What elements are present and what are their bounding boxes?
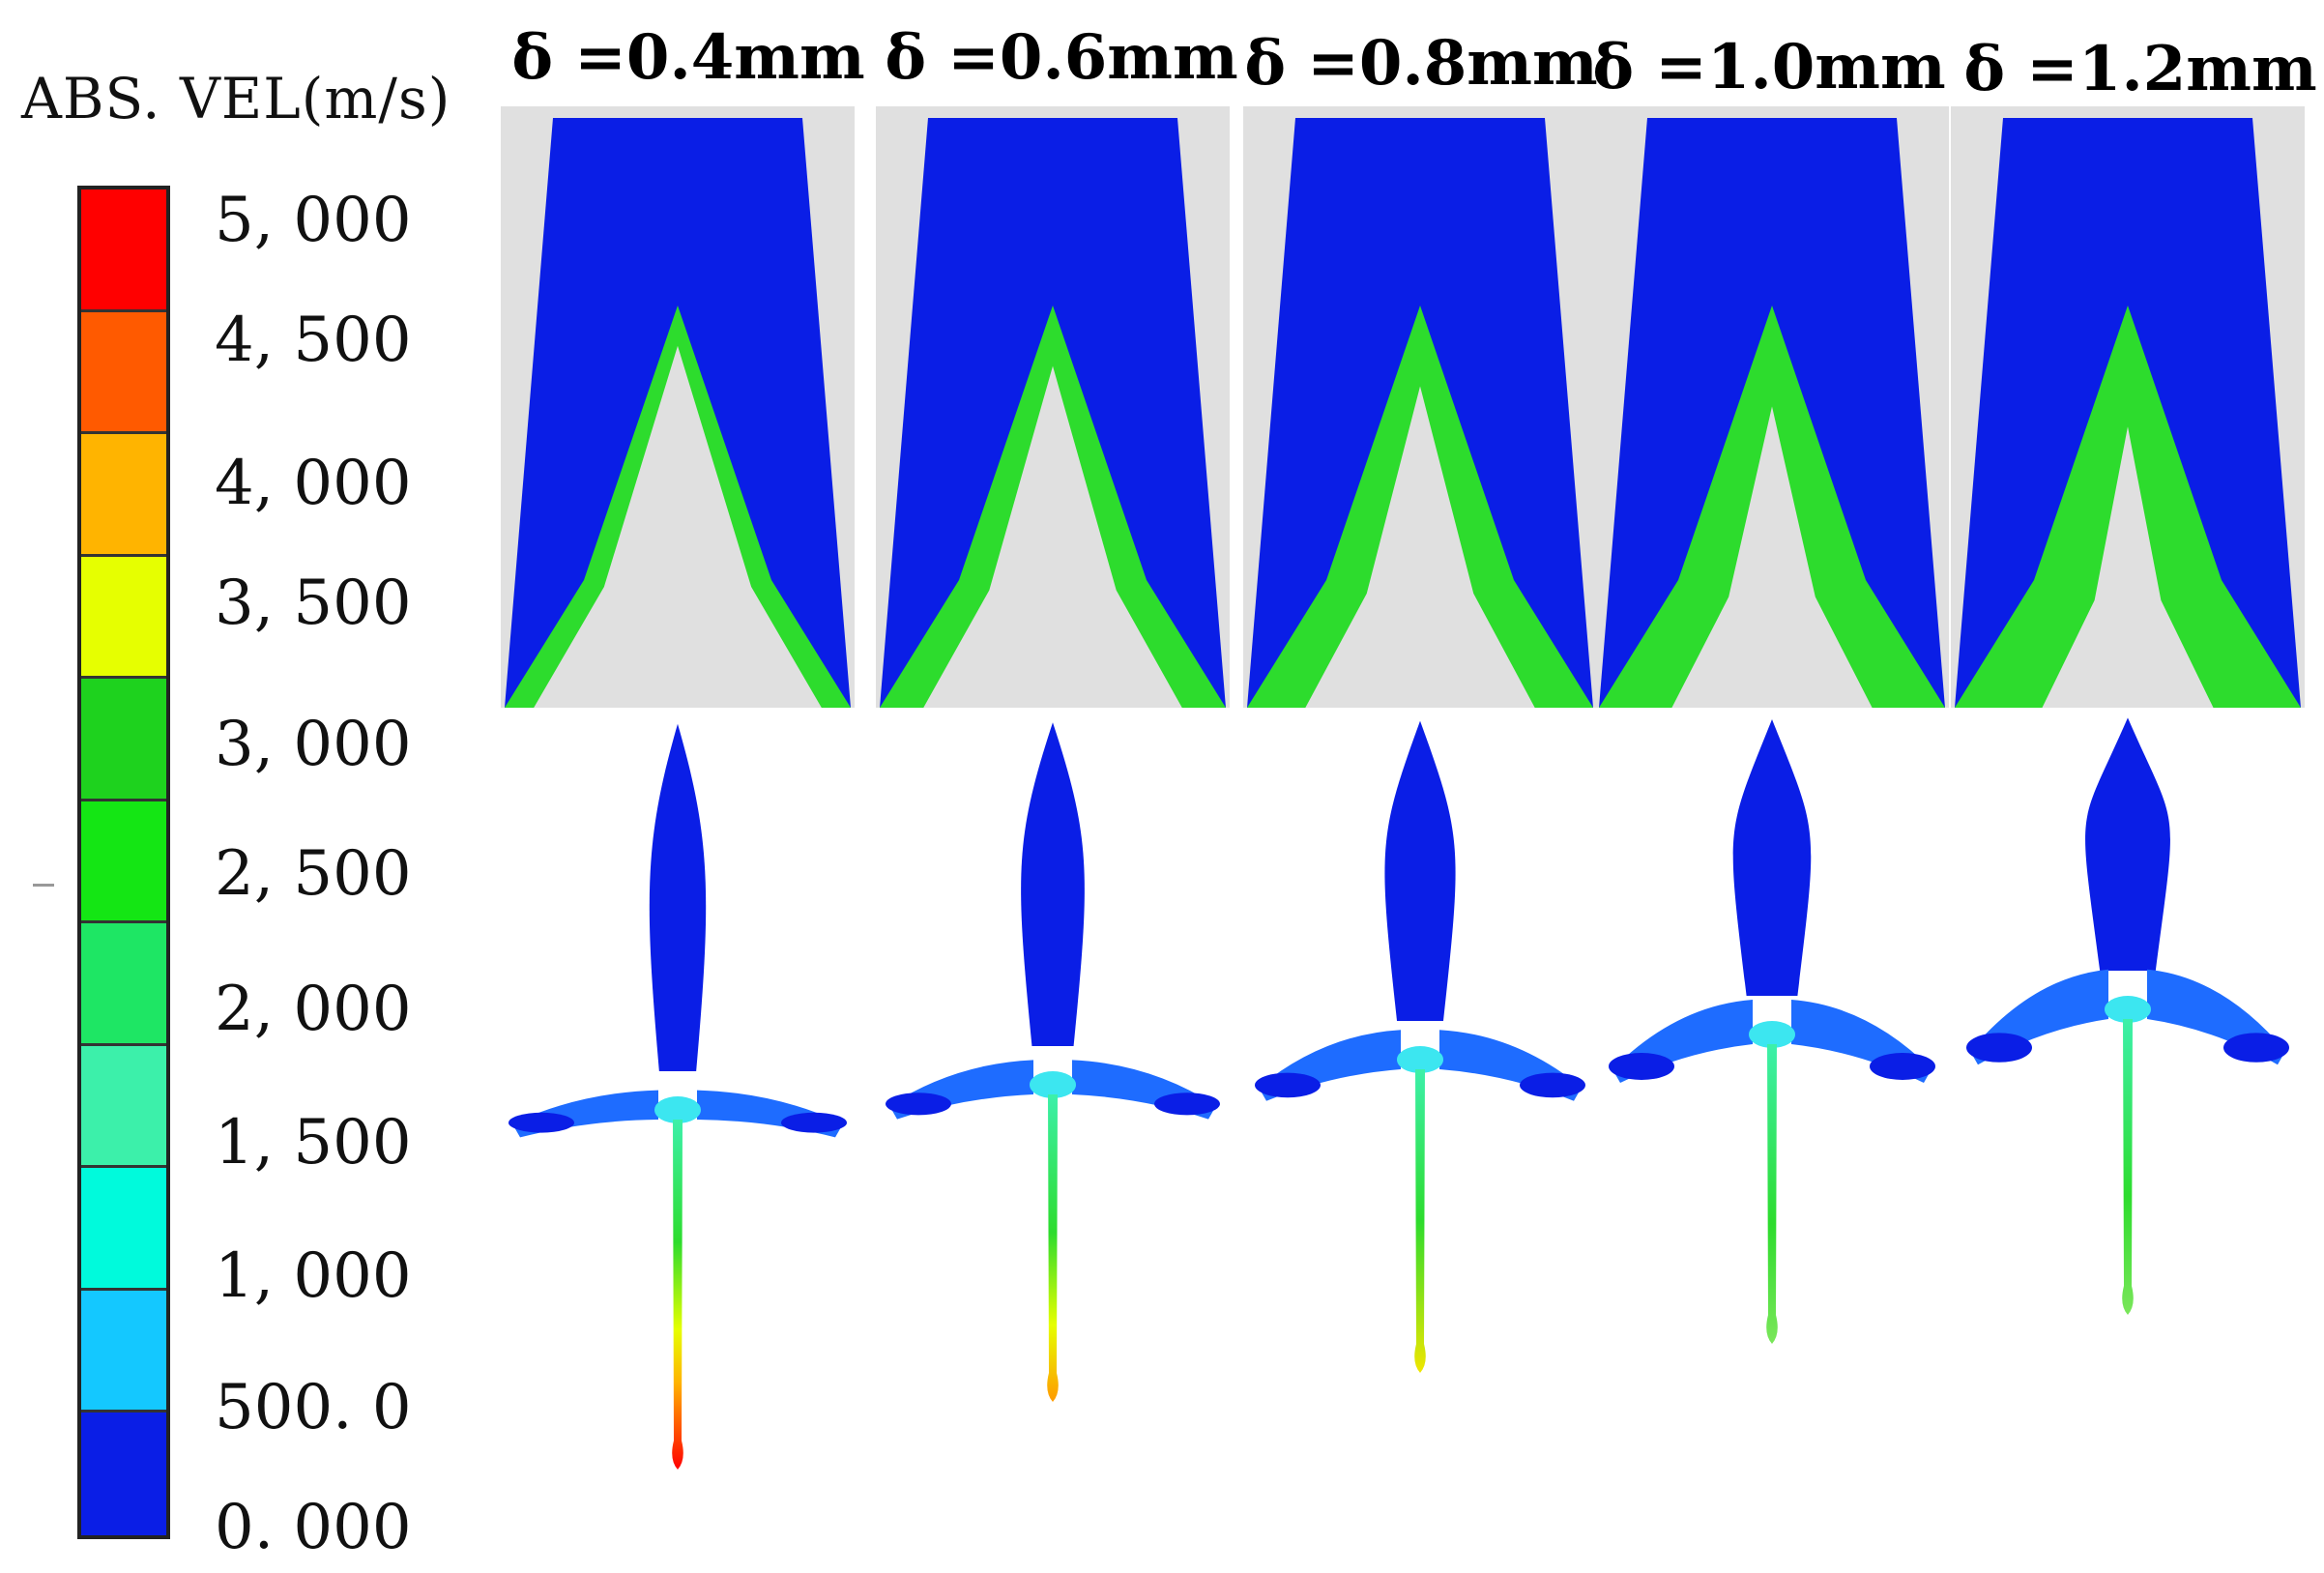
jet: [672, 1120, 683, 1470]
right-wing-tip: [2223, 1033, 2289, 1063]
left-wing-tip: [1609, 1053, 1674, 1080]
panel-title: δ =0.8mm: [1244, 27, 1598, 100]
legend-swatch: [81, 1290, 166, 1413]
panel-title: δ =1.0mm: [1592, 31, 1946, 103]
legend-swatch: [81, 923, 166, 1046]
jet: [1047, 1094, 1059, 1402]
legend-tick-label: 500. 0: [215, 1372, 412, 1443]
legend-swatch: [81, 1045, 166, 1169]
right-wing-tip: [1154, 1092, 1220, 1116]
jet: [1414, 1069, 1426, 1373]
slug: [1384, 720, 1456, 1021]
slug: [1021, 722, 1085, 1046]
legend-tick-label: 2, 000: [215, 974, 412, 1045]
right-wing-tip: [781, 1112, 847, 1133]
legend-swatch: [81, 801, 166, 924]
legend-swatch: [81, 1168, 166, 1291]
panel-title: δ =0.4mm: [511, 21, 865, 94]
legend-swatch: [81, 434, 166, 557]
jet: [1766, 1044, 1778, 1344]
panel-title: δ =0.6mm: [885, 21, 1238, 94]
liner-cavity: [2042, 426, 2214, 708]
liner-cavity: [923, 365, 1182, 708]
legend-swatch: [81, 1413, 166, 1535]
liner-cavity: [1671, 406, 1873, 708]
legend-tick-label: 4, 500: [215, 305, 412, 376]
right-wing-tip: [1870, 1053, 1935, 1080]
right-wing-tip: [1520, 1072, 1585, 1098]
legend-title: ABS. VEL(m/s): [21, 66, 451, 131]
legend-swatch: [81, 311, 166, 435]
slug: [649, 723, 707, 1071]
jet-junction: [1030, 1071, 1076, 1098]
panel-title: δ =1.2mm: [1963, 33, 2317, 105]
legend-swatch: [81, 189, 166, 312]
legend-tick-label: 0. 000: [215, 1492, 412, 1563]
legend-tick-label: 3, 000: [215, 709, 412, 780]
legend-tick-label: 4, 000: [215, 448, 412, 519]
liner-cavity: [1305, 386, 1535, 708]
left-wing-tip: [1966, 1033, 2032, 1063]
legend-tick-label: 2, 500: [215, 838, 412, 910]
legend-swatch: [81, 556, 166, 680]
legend-tick-label: 1, 500: [215, 1107, 412, 1179]
legend-tick-label: 1, 000: [215, 1240, 412, 1312]
jet: [2122, 1019, 2134, 1315]
slug: [1732, 719, 1812, 996]
legend-tick-label: 5, 000: [215, 185, 412, 256]
jet-junction: [1397, 1046, 1443, 1073]
jet-junction: [1749, 1021, 1795, 1048]
legend-swatch: [81, 679, 166, 801]
left-wing-tip: [886, 1092, 951, 1116]
jet-junction: [654, 1096, 701, 1123]
slug: [2085, 717, 2170, 971]
jet-junction: [2105, 996, 2151, 1023]
liner-cavity: [534, 345, 822, 708]
color-legend-bar: [77, 186, 170, 1539]
legend-tick-label: 3, 500: [215, 568, 412, 639]
left-wing-tip: [1255, 1072, 1321, 1098]
legend-marker: [33, 884, 54, 887]
left-wing-tip: [508, 1112, 574, 1133]
